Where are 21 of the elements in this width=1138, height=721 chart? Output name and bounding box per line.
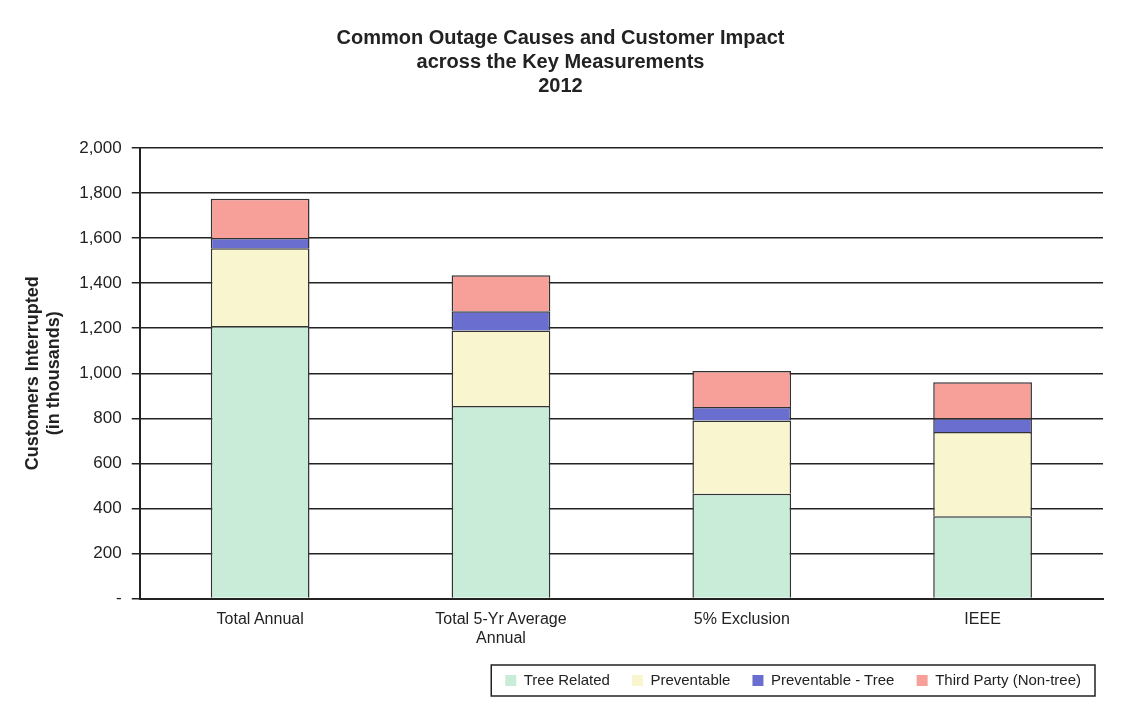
y-tick-label: 400 [93, 498, 122, 518]
y-tick-label: 800 [93, 408, 122, 428]
x-tick-label: IEEE [964, 609, 1001, 627]
x-tick-label: Total Annual [216, 609, 304, 627]
x-tick-label: 5% Exclusion [693, 609, 790, 627]
y-tick-label: - [116, 588, 122, 608]
y-tick-label: 1,200 [79, 317, 122, 337]
y-tick-label: 1,800 [79, 182, 122, 202]
x-tick-label: Total 5-Yr Average Annual [435, 609, 567, 646]
y-tick-label: 1,400 [79, 272, 122, 292]
legend-label: Preventable [650, 670, 731, 688]
legend-label: Third Party (Non-tree) [935, 670, 1082, 688]
chart-title: Common Outage Causes and Customer Impact across the Key Measurements 2012 [336, 25, 785, 96]
y-axis-title: Customers Interrupted (in thousands) [21, 276, 64, 471]
legend-label: Preventable - Tree [770, 670, 895, 688]
y-tick-label: 600 [93, 453, 122, 473]
y-tick-label: 1,600 [79, 227, 122, 247]
legend-label: Tree Related [523, 670, 610, 688]
y-tick-label: 1,000 [79, 362, 122, 382]
y-tick-label: 2,000 [79, 137, 122, 157]
y-tick-label: 200 [93, 543, 122, 563]
